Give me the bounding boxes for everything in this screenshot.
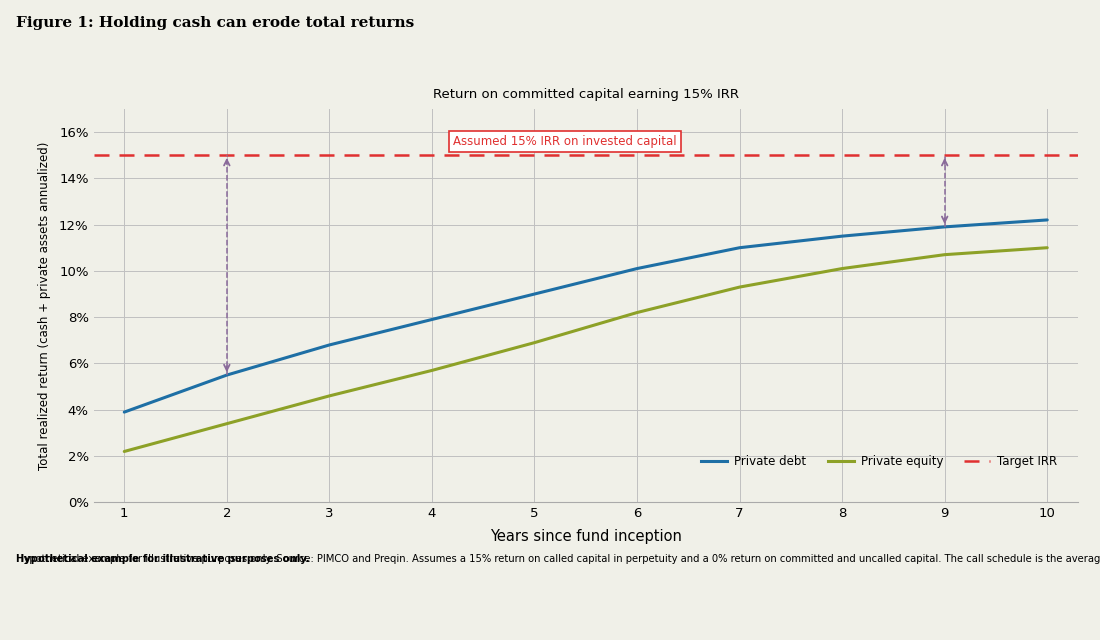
Y-axis label: Total realized return (cash + private assets annualized): Total realized return (cash + private as… bbox=[37, 141, 51, 470]
Legend: Private debt, Private equity, Target IRR: Private debt, Private equity, Target IRR bbox=[696, 451, 1063, 473]
Text: Hypothetical example for illustrative purposes only. Source: PIMCO and Preqin. A: Hypothetical example for illustrative pu… bbox=[16, 554, 1100, 564]
X-axis label: Years since fund inception: Years since fund inception bbox=[490, 529, 682, 543]
Text: Figure 1: Holding cash can erode total returns: Figure 1: Holding cash can erode total r… bbox=[16, 16, 415, 30]
Title: Return on committed capital earning 15% IRR: Return on committed capital earning 15% … bbox=[432, 88, 739, 100]
Text: Assumed 15% IRR on invested capital: Assumed 15% IRR on invested capital bbox=[453, 135, 678, 148]
Text: Hypothetical example for illustrative purposes only.: Hypothetical example for illustrative pu… bbox=[16, 554, 310, 564]
